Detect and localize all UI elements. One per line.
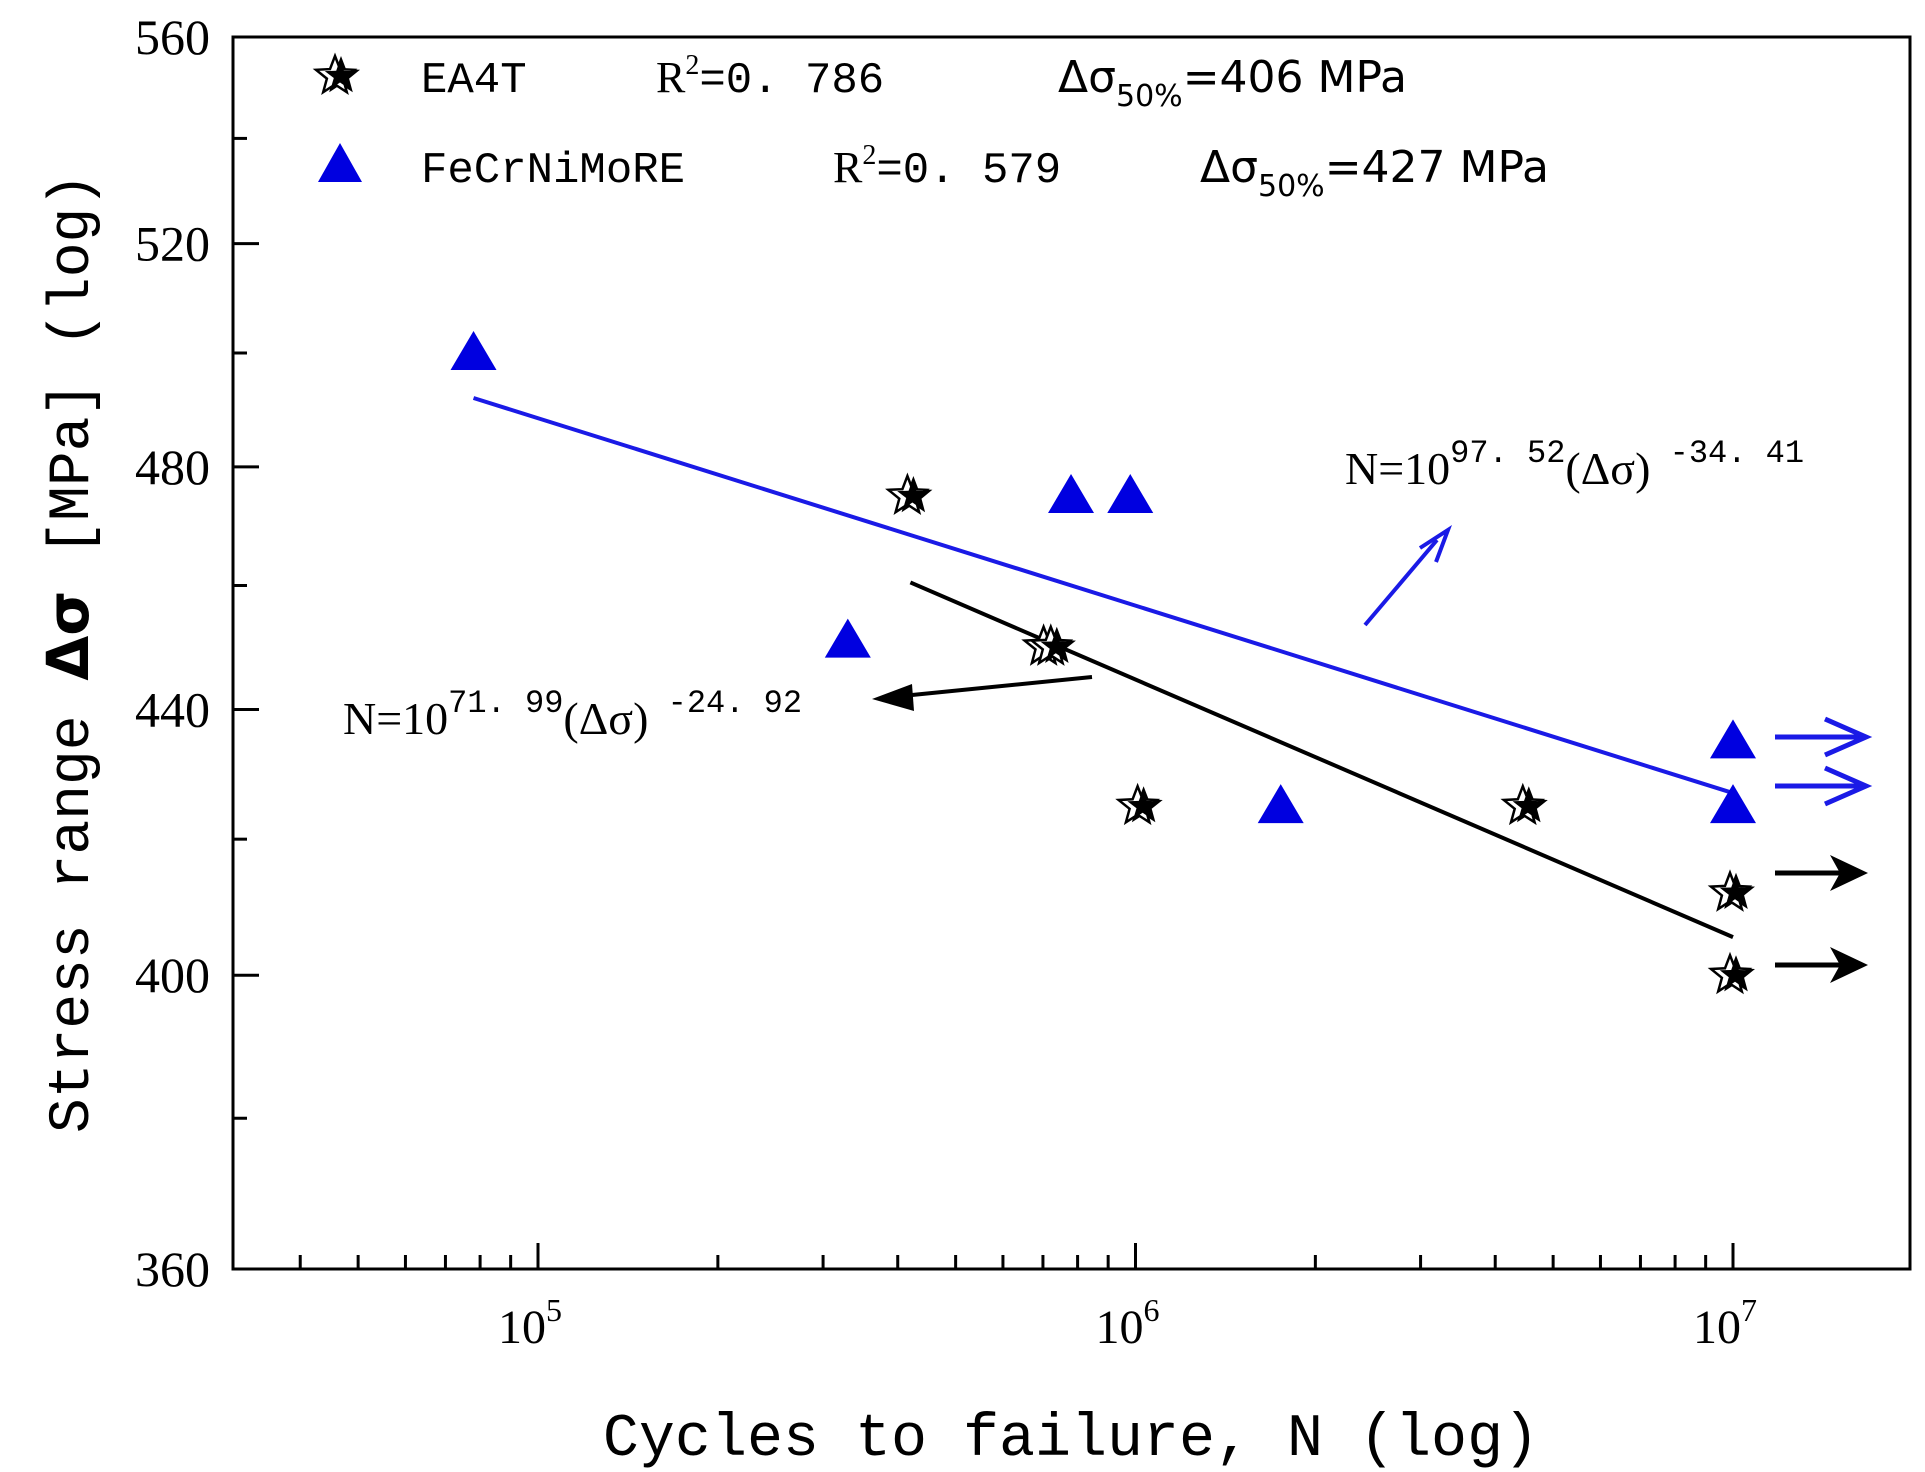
legend-entry-ea4t: EA4T R2=0. 786 Δσ50%=406 MPa (312, 50, 1407, 114)
ea4t-data-point (885, 472, 933, 516)
ea4t-data-point (1028, 623, 1076, 666)
ea4t-fit-equation: N=1071. 99(Δσ) -24. 92 (343, 685, 802, 744)
runout-arrow-icon (1775, 947, 1868, 983)
ea4t-data-point (1707, 951, 1755, 995)
runout-arrow-icon (1775, 716, 1873, 758)
fecrnimore-fit-line (472, 396, 1734, 795)
fecrnimore-data-point (450, 331, 497, 371)
runout-arrow-icon (1775, 855, 1868, 891)
y-tick-label: 480 (135, 439, 210, 495)
fecrnimore-equation-pointer-icon (1363, 525, 1452, 627)
legend-star-shape (312, 52, 360, 96)
y-axis-title: Stress range Δσ [MPa] (log) (34, 173, 106, 1133)
x-tick-label: 105 (498, 1292, 562, 1354)
legend-fecrnimore-ds50: Δσ50%=427 MPa (1200, 142, 1549, 204)
ea4t-data-point (1115, 782, 1163, 826)
fecrnimore-data-point (1710, 784, 1756, 824)
plot-frame (231, 35, 1912, 1271)
legend-fecrnimore-r2: R2=0. 579 (833, 140, 1061, 196)
ea4t-data-point (1707, 869, 1755, 912)
legend-ea4t-r2: R2=0. 786 (656, 50, 884, 106)
y-tick-label: 560 (135, 9, 210, 65)
fecrnimore-fit-equation: N=1097. 52(Δσ) -34. 41 (1345, 435, 1804, 494)
legend-fecrnimore-label: FeCrNiMoRE (421, 146, 685, 196)
legend-entry-fecrnimore: FeCrNiMoRE R2=0. 579 Δσ50%=427 MPa (318, 140, 1549, 204)
x-axis-title: Cycles to failure, N (log) (603, 1406, 1539, 1472)
x-tick-label: 106 (1096, 1292, 1160, 1354)
legend-triangle-marker-icon (318, 143, 362, 182)
fecrnimore-data-point (824, 618, 871, 658)
legend: EA4T R2=0. 786 Δσ50%=406 MPa FeCrNiMoRE … (312, 50, 1549, 204)
legend-ea4t-label: EA4T (421, 56, 527, 106)
fecrnimore-data-point (1107, 474, 1154, 514)
fecrnimore-data-point (1710, 719, 1756, 759)
y-tick-label: 440 (135, 681, 210, 737)
y-tick-label: 360 (135, 1241, 210, 1297)
fecrnimore-data-point (1048, 474, 1095, 514)
legend-ea4t-ds50: Δσ50%=406 MPa (1058, 52, 1407, 114)
y-axis-ticks: 360 400 440 480 520 560 (135, 9, 259, 1297)
runout-arrow-icon (1775, 765, 1873, 807)
ea4t-fit-line (909, 580, 1734, 939)
ea4t-data-point (1500, 782, 1548, 826)
y-tick-label: 520 (135, 216, 210, 272)
data-points (450, 331, 1756, 995)
ea4t-equation-pointer-icon (872, 675, 1093, 711)
runout-arrows (1775, 716, 1873, 983)
y-tick-label: 400 (135, 947, 210, 1003)
x-axis-ticks: 105 106 107 (298, 1243, 1757, 1354)
legend-star-marker-icon (312, 52, 360, 96)
fecrnimore-data-point (1257, 784, 1304, 824)
x-tick-label: 107 (1693, 1292, 1757, 1354)
